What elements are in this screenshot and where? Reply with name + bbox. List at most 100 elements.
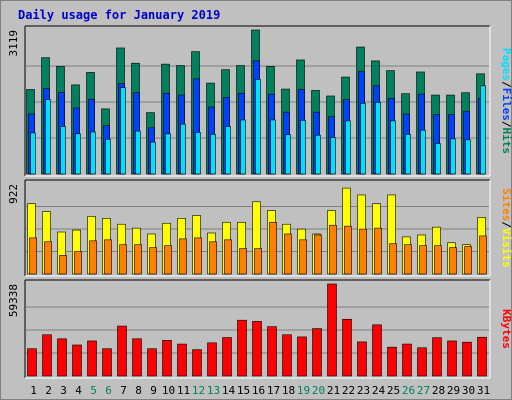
x-tick-label-day-23: 23	[357, 384, 370, 397]
bar-pages-day-1	[30, 132, 36, 175]
bar-sites-day-5	[89, 240, 97, 275]
bar-pages-day-22	[345, 120, 351, 175]
bar-sites-day-22	[344, 225, 352, 275]
bar-sites-day-6	[104, 239, 112, 275]
bar-kbytes-day-25	[387, 346, 397, 377]
bar-kbytes-day-24	[372, 324, 382, 377]
bar-kbytes-day-2	[42, 334, 52, 377]
x-tick-label-day-24: 24	[372, 384, 386, 397]
bar-pages-day-24	[375, 102, 381, 175]
bar-pages-day-6	[105, 139, 111, 175]
chart-title: Daily usage for January 2019	[18, 8, 220, 22]
y-max-label: 59338	[7, 284, 20, 317]
bar-sites-day-10	[164, 245, 172, 275]
bar-pages-day-9	[150, 141, 156, 175]
bar-sites-day-30	[464, 246, 472, 275]
bar-pages-day-5	[90, 131, 96, 175]
bar-pages-day-12	[195, 132, 201, 175]
bar-pages-day-31	[480, 85, 486, 175]
bar-kbytes-day-31	[477, 336, 487, 377]
bar-pages-day-10	[165, 133, 171, 175]
bar-kbytes-day-1	[27, 348, 37, 377]
x-tick-label-day-14: 14	[222, 384, 236, 397]
bar-sites-day-16	[254, 248, 262, 275]
x-tick-label-day-20: 20	[312, 384, 325, 397]
bar-sites-day-19	[299, 239, 307, 275]
bar-sites-day-20	[314, 234, 322, 275]
bar-pages-day-11	[180, 123, 186, 175]
bar-sites-day-9	[149, 247, 157, 275]
x-tick-label-day-27: 27	[417, 384, 430, 397]
panel-visits_sites: 922 Sites/Visits	[7, 179, 512, 277]
bar-sites-day-7	[119, 244, 127, 275]
x-tick-label-day-2: 2	[45, 384, 52, 397]
bar-pages-day-2	[45, 99, 51, 175]
x-tick-label-day-8: 8	[135, 384, 142, 397]
x-tick-label-day-22: 22	[342, 384, 355, 397]
y-max-label: 3119	[7, 30, 20, 57]
x-tick-label-day-17: 17	[267, 384, 280, 397]
bar-sites-day-31	[479, 235, 487, 275]
bar-kbytes-day-4	[72, 344, 82, 377]
bar-pages-day-3	[60, 126, 66, 175]
bar-kbytes-day-16	[252, 321, 262, 377]
x-tick-label-day-1: 1	[30, 384, 37, 397]
bar-kbytes-day-14	[222, 337, 232, 377]
bar-sites-day-13	[209, 241, 217, 275]
legend-visits_sites: Sites/Visits	[500, 188, 512, 268]
x-tick-label-day-16: 16	[252, 384, 265, 397]
bar-pages-day-7	[120, 87, 126, 175]
bar-sites-day-14	[224, 239, 232, 275]
bar-sites-day-29	[449, 247, 457, 275]
x-tick-label-day-9: 9	[150, 384, 157, 397]
bar-kbytes-day-19	[297, 336, 307, 377]
bar-sites-day-1	[29, 237, 37, 275]
bar-sites-day-23	[359, 228, 367, 275]
x-tick-label-day-10: 10	[162, 384, 175, 397]
bar-sites-day-2	[44, 241, 52, 275]
bar-kbytes-day-28	[432, 337, 442, 377]
bar-pages-day-19	[300, 120, 306, 175]
legend-kbytes: KBytes	[500, 309, 512, 349]
bar-pages-day-30	[465, 139, 471, 175]
bar-sites-day-27	[419, 245, 427, 275]
panel-kbytes: 59338 KBytes	[7, 279, 512, 379]
legend-visits: Visits	[500, 228, 512, 268]
legend-hits_files_pages: Pages/Files/Hits	[500, 48, 512, 154]
bar-sites-day-28	[434, 245, 442, 275]
bar-kbytes-day-29	[447, 340, 457, 377]
bar-pages-day-8	[135, 130, 141, 175]
x-tick-label-day-19: 19	[297, 384, 310, 397]
bar-sites-day-21	[329, 224, 337, 275]
bar-sites-day-11	[179, 238, 187, 275]
bar-kbytes-day-12	[192, 349, 202, 377]
x-tick-label-day-5: 5	[90, 384, 97, 397]
bar-sites-day-17	[269, 221, 277, 275]
bar-kbytes-day-20	[312, 328, 322, 377]
x-tick-label-day-30: 30	[462, 384, 475, 397]
y-max-label: 922	[7, 184, 20, 204]
legend-separator: /	[500, 221, 512, 228]
bar-pages-day-20	[315, 134, 321, 175]
bar-pages-day-17	[270, 119, 276, 175]
bar-kbytes-day-11	[177, 343, 187, 377]
x-tick-label-day-3: 3	[60, 384, 67, 397]
x-tick-label-day-18: 18	[282, 384, 295, 397]
bar-pages-day-27	[420, 129, 426, 175]
x-tick-label-day-12: 12	[192, 384, 205, 397]
bar-kbytes-day-26	[402, 343, 412, 377]
bar-pages-day-29	[450, 138, 456, 175]
x-tick-label-day-21: 21	[327, 384, 340, 397]
bar-kbytes-day-3	[57, 338, 67, 377]
bar-kbytes-day-8	[132, 338, 142, 377]
legend-sites: Sites	[500, 188, 512, 221]
bar-pages-day-13	[210, 133, 216, 175]
legend-separator: /	[500, 121, 512, 128]
x-tick-label-day-25: 25	[387, 384, 400, 397]
bar-sites-day-15	[239, 248, 247, 275]
bar-kbytes-day-6	[102, 348, 112, 377]
legend-pages: Pages	[500, 48, 512, 81]
bar-kbytes-day-13	[207, 342, 217, 377]
bar-sites-day-12	[194, 237, 202, 275]
